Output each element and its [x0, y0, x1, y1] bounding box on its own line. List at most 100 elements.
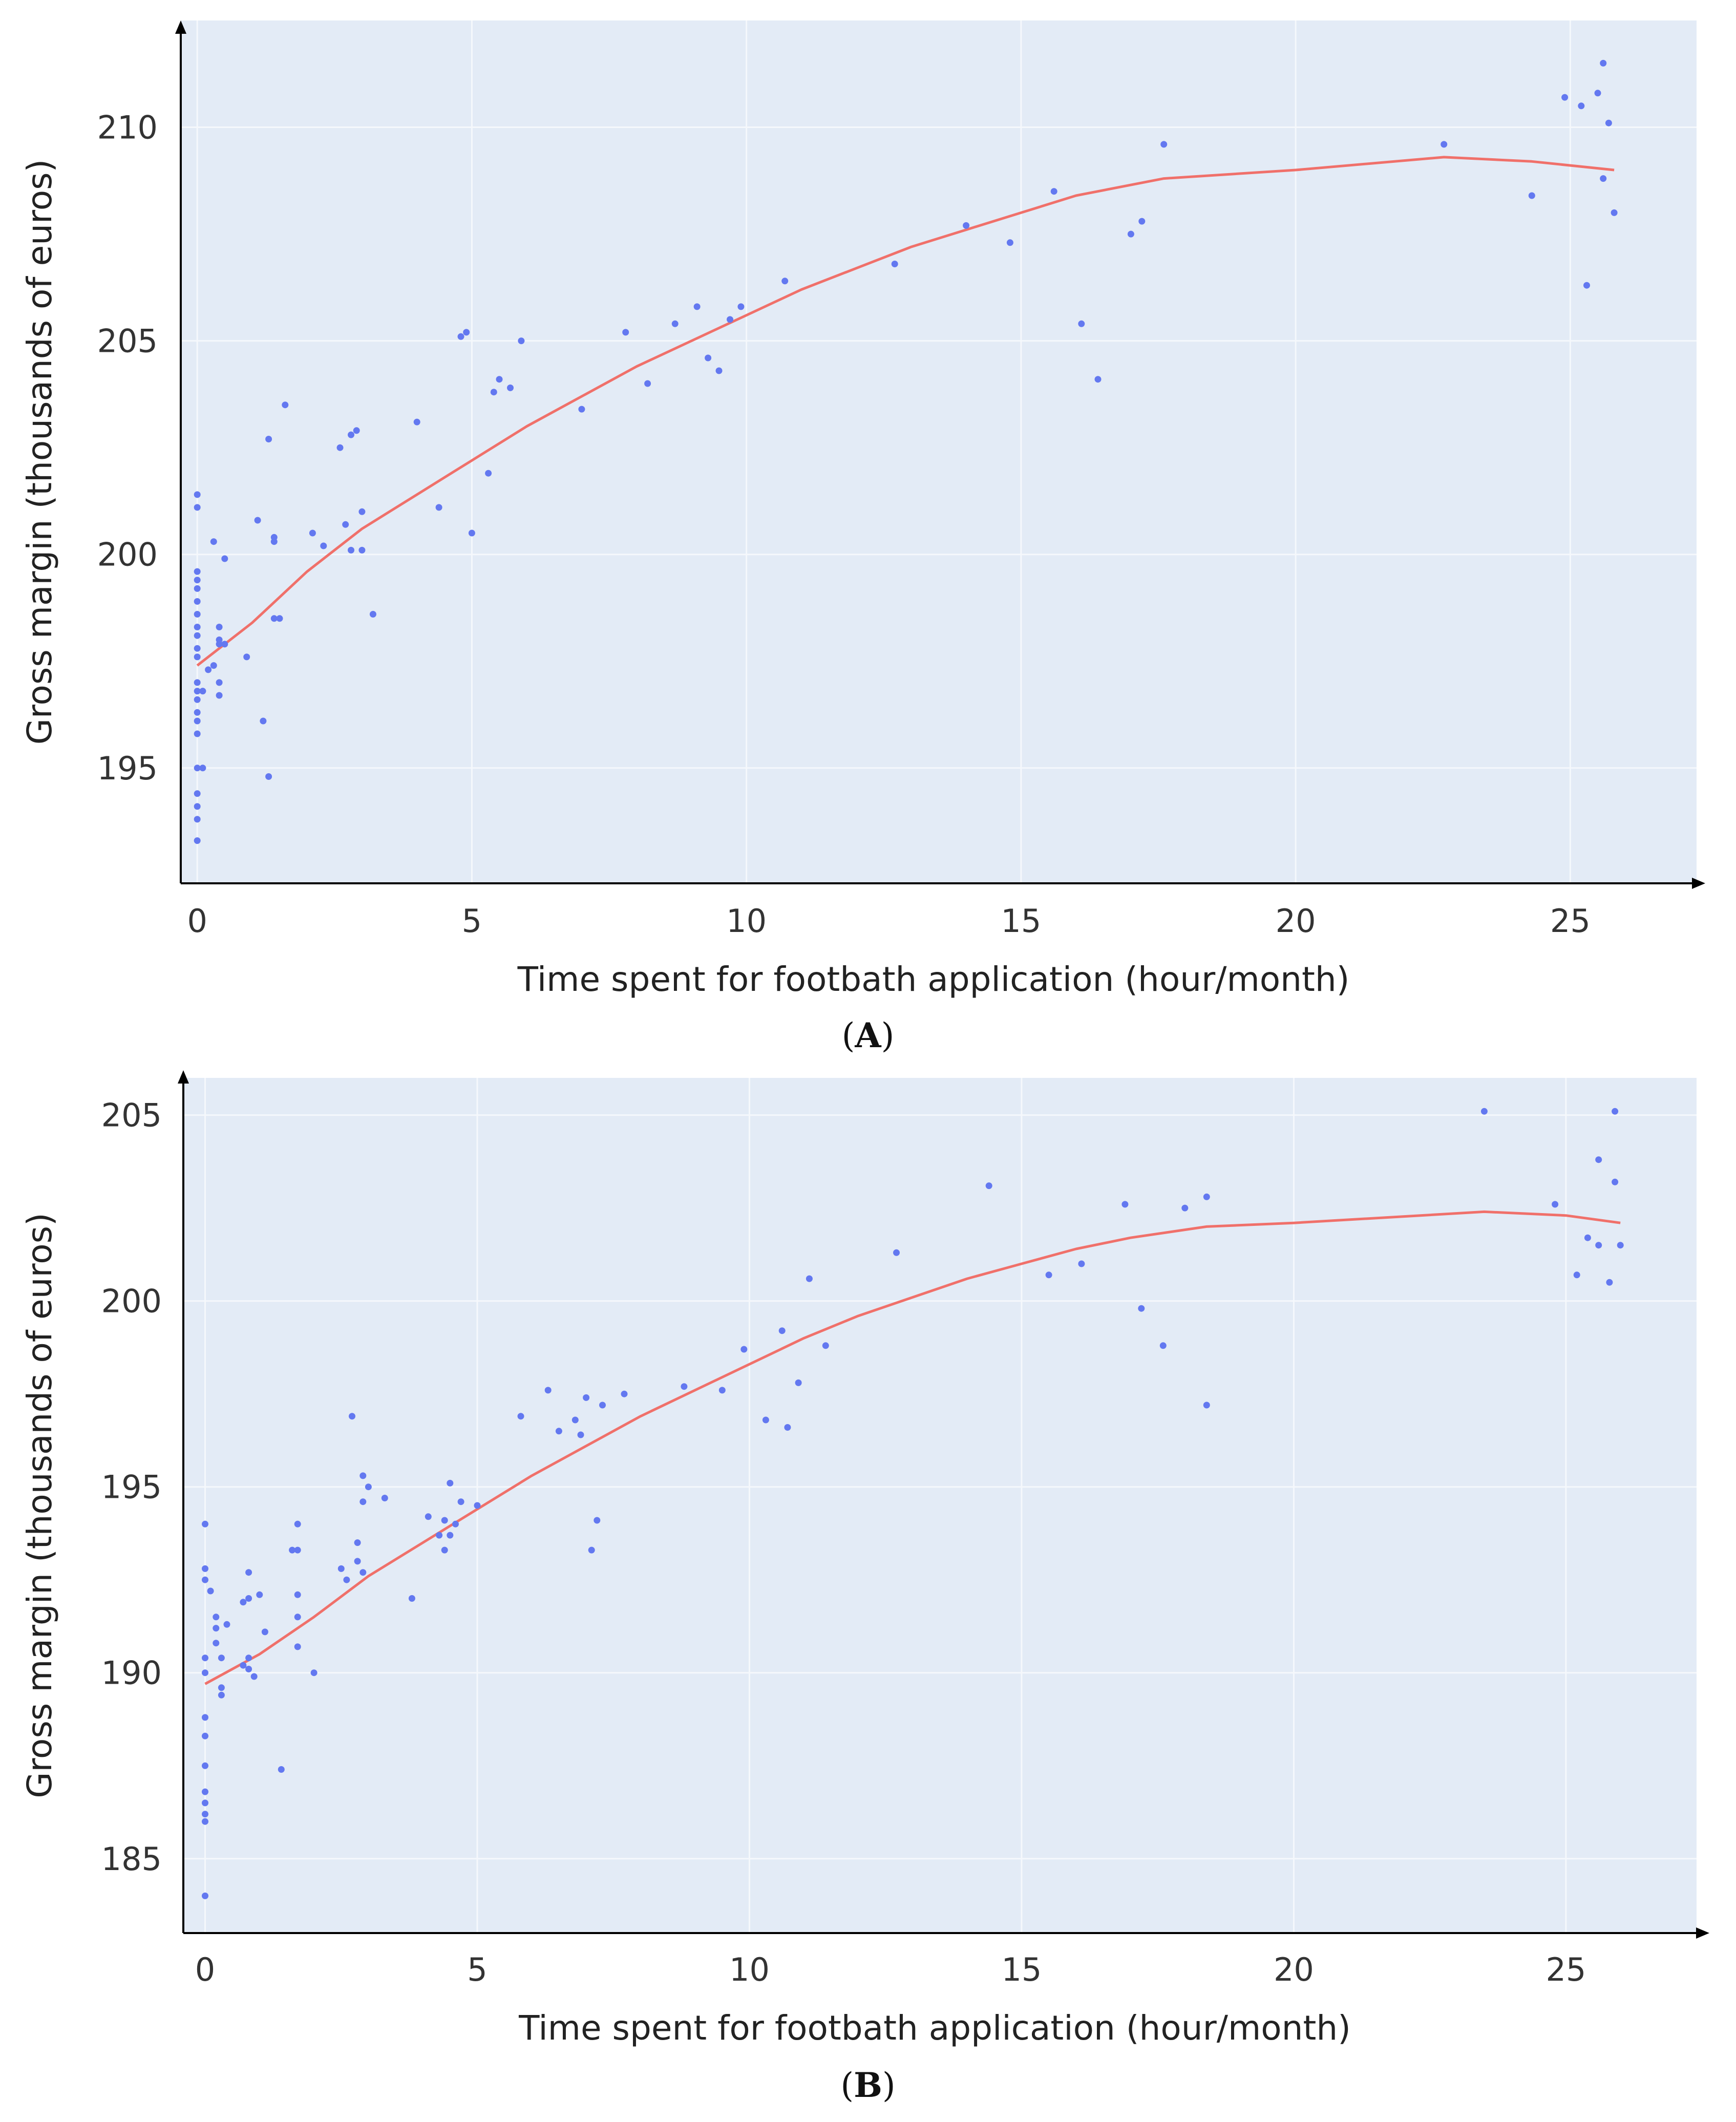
data-point	[365, 1483, 372, 1491]
data-point	[194, 653, 201, 661]
data-point	[194, 611, 201, 618]
data-point	[588, 1546, 595, 1554]
data-point	[265, 773, 272, 780]
data-point	[693, 303, 701, 310]
x-tick-label: 15	[1001, 902, 1041, 940]
data-point	[577, 1431, 584, 1438]
data-point	[245, 1666, 252, 1672]
data-point	[194, 679, 201, 686]
x-axis-arrow	[1692, 878, 1705, 889]
data-point	[294, 1546, 301, 1554]
data-point	[806, 1275, 813, 1282]
y-tick-label: 185	[101, 1840, 162, 1878]
data-point	[447, 1479, 454, 1487]
data-point	[737, 303, 745, 310]
y-tick-label: 200	[101, 1283, 162, 1320]
data-point	[359, 1569, 367, 1576]
y-axis-title: Gross margin (thousands of euros)	[20, 1213, 59, 1798]
y-tick-label: 200	[97, 536, 158, 574]
data-point	[441, 1546, 448, 1554]
data-point	[795, 1379, 802, 1386]
x-tick-label: 10	[726, 902, 767, 940]
data-point	[1573, 1271, 1580, 1279]
data-point	[218, 1684, 225, 1691]
data-point	[213, 1640, 220, 1647]
data-point	[202, 1520, 208, 1527]
data-point	[294, 1520, 301, 1527]
data-point	[594, 1517, 601, 1524]
x-tick-label: 20	[1274, 1951, 1314, 1988]
x-axis-arrow	[1696, 1927, 1709, 1939]
data-point	[1595, 1156, 1602, 1163]
data-point	[245, 1595, 252, 1602]
data-point	[194, 816, 201, 823]
data-point	[740, 1346, 748, 1353]
data-point	[622, 329, 629, 336]
data-point	[555, 1428, 562, 1435]
x-tick-label: 25	[1546, 1951, 1586, 1988]
data-point	[705, 354, 712, 362]
data-point	[336, 444, 344, 451]
data-point	[1203, 1193, 1210, 1200]
data-point	[205, 666, 212, 673]
data-point	[1552, 1201, 1559, 1208]
data-point	[413, 418, 420, 426]
data-point	[343, 1576, 350, 1583]
data-point	[1078, 320, 1085, 327]
data-point	[452, 1520, 459, 1527]
data-point	[1203, 1402, 1210, 1409]
x-tick-label: 0	[195, 1951, 215, 1988]
data-point	[218, 1654, 225, 1662]
y-tick-label: 195	[97, 750, 158, 787]
data-point	[496, 376, 503, 383]
data-point	[1561, 94, 1569, 101]
data-point	[1528, 192, 1535, 199]
data-point	[490, 389, 497, 396]
data-point	[474, 1502, 481, 1509]
panel-label: (B)	[840, 2065, 895, 2105]
data-point	[194, 624, 201, 630]
data-point	[194, 491, 201, 498]
data-point	[354, 1558, 361, 1565]
data-point	[781, 278, 789, 285]
data-point	[348, 431, 354, 438]
data-point	[202, 1788, 208, 1795]
data-point	[202, 1892, 208, 1899]
data-point	[210, 538, 217, 545]
data-point	[1121, 1201, 1129, 1208]
data-point	[202, 1654, 208, 1662]
data-point	[294, 1643, 301, 1650]
data-point	[1181, 1204, 1189, 1212]
data-point	[278, 1766, 285, 1773]
data-point	[893, 1249, 900, 1256]
data-point	[202, 1669, 208, 1677]
data-point	[282, 401, 289, 409]
y-tick-label: 195	[101, 1469, 162, 1506]
x-tick-label: 20	[1276, 902, 1316, 940]
data-point	[784, 1424, 791, 1431]
data-point	[963, 222, 970, 229]
data-point	[727, 316, 733, 323]
data-point	[1584, 1234, 1591, 1241]
data-point	[194, 803, 201, 810]
data-point	[245, 1654, 252, 1662]
data-point	[243, 653, 250, 661]
data-point	[1578, 102, 1585, 110]
data-point	[320, 542, 327, 549]
data-point	[194, 568, 201, 575]
data-point	[358, 508, 366, 515]
data-point	[457, 333, 464, 340]
data-point	[194, 696, 201, 703]
data-point	[599, 1402, 606, 1409]
data-point	[1094, 376, 1102, 383]
data-point	[359, 1472, 367, 1479]
data-point	[213, 1625, 220, 1632]
data-point	[221, 555, 228, 562]
data-point	[621, 1390, 628, 1397]
data-point	[359, 1498, 367, 1505]
data-point	[1595, 1242, 1602, 1249]
data-point	[353, 427, 360, 434]
fit-line	[204, 1210, 1621, 1685]
data-point	[216, 692, 223, 699]
data-point	[194, 645, 201, 652]
